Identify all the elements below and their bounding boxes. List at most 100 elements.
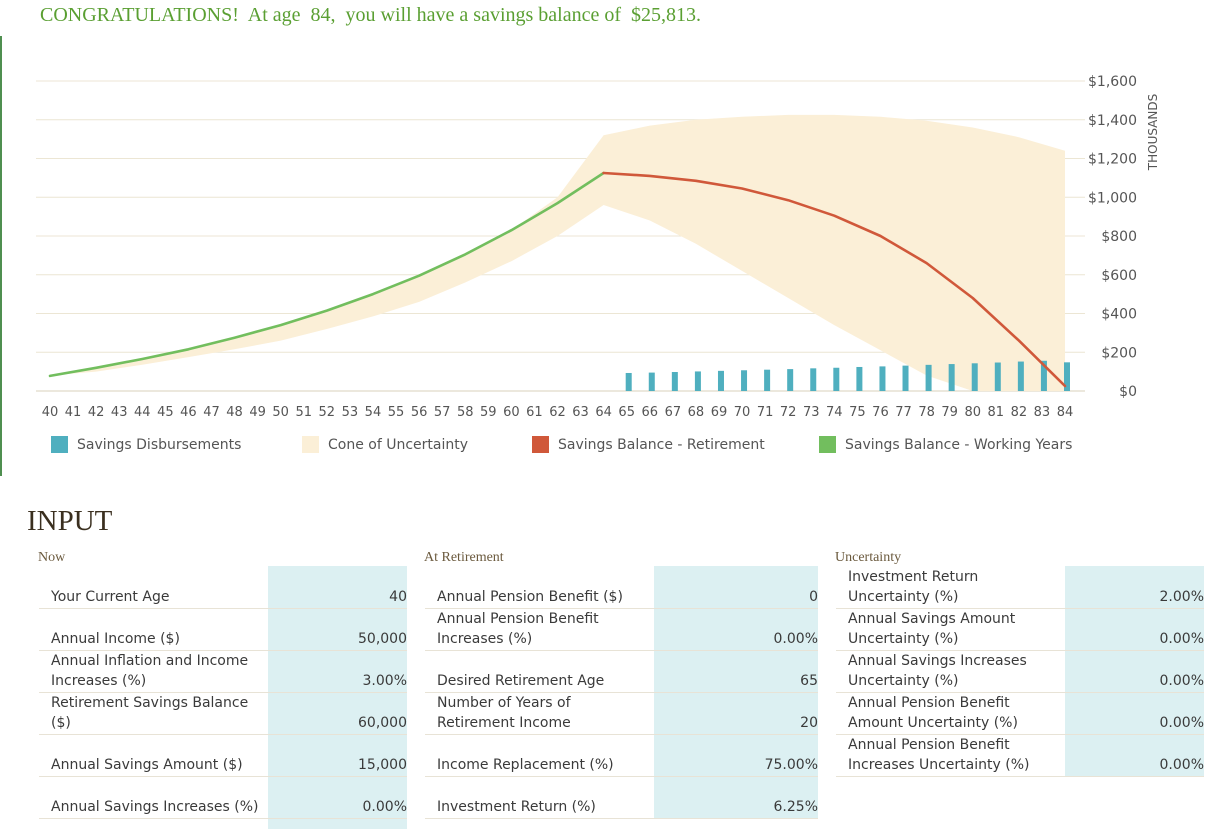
savings-amount-uncertainty-input[interactable]: 0.00%	[1159, 631, 1204, 647]
field-label: Number of Years of Retirement Income	[437, 695, 571, 731]
input-row-return-uncertainty: Investment Return Uncertainty (%) 2.00%	[836, 566, 1204, 609]
current-age-input[interactable]: 40	[389, 589, 407, 605]
x-tick-label: 48	[226, 405, 243, 420]
retirement-balance-line	[602, 171, 1067, 388]
y-tick-label: $0	[1119, 384, 1137, 400]
legend-item-working: Savings Balance - Working Years	[819, 436, 1072, 453]
x-tick-label: 71	[757, 405, 774, 420]
x-tick-label: 72	[780, 405, 797, 420]
savings-chart: 40 41 42 43 44 45 46 47 48 49 50 51 52 53 54 55 56 57 58 59…	[36, 74, 1160, 420]
x-tick-label: 44	[134, 405, 151, 420]
x-tick-label: 82	[1011, 405, 1028, 420]
y-tick-label: $600	[1101, 268, 1137, 284]
savings-increases-uncertainty-input[interactable]: 0.00%	[1159, 673, 1204, 689]
disbursement-bar	[833, 367, 840, 391]
field-label: Annual Pension Benefit Increases Uncerta…	[848, 737, 1030, 773]
years-income-input[interactable]: 20	[800, 715, 818, 731]
legend-label-cone: Cone of Uncertainty	[328, 436, 469, 453]
legend-swatch-working	[819, 436, 836, 453]
investment-return-input[interactable]: 6.25%	[773, 799, 818, 815]
disbursement-bar	[764, 369, 771, 391]
y-axis-title: THOUSANDS	[1146, 94, 1160, 171]
field-label: Annual Inflation and Income Increases (%…	[51, 653, 249, 689]
pension-increases-uncertainty-input[interactable]: 0.00%	[1159, 757, 1204, 773]
field-label: Annual Savings Amount Uncertainty (%)	[848, 611, 1016, 647]
disbursement-bar	[948, 364, 955, 391]
annual-income-input[interactable]: 50,000	[358, 631, 407, 647]
input-row-savings-amount-uncertainty: Annual Savings Amount Uncertainty (%) 0.…	[836, 608, 1204, 651]
x-tick-label: 42	[88, 405, 105, 420]
x-tick-label: 55	[388, 405, 405, 420]
y-tick-label: $1,400	[1088, 113, 1137, 129]
section-heading-now: Now	[38, 550, 66, 565]
return-uncertainty-input[interactable]: 2.00%	[1159, 589, 1204, 605]
field-label: Income Replacement (%)	[437, 757, 614, 773]
x-tick-label: 68	[688, 405, 705, 420]
x-tick-label: 50	[272, 405, 289, 420]
pension-benefit-input[interactable]: 0	[809, 589, 818, 605]
field-label: Annual Savings Increases (%)	[51, 799, 259, 815]
x-tick-label: 79	[941, 405, 958, 420]
y-tick-label: $400	[1101, 307, 1137, 323]
x-tick-label: 66	[641, 405, 658, 420]
field-label: Your Current Age	[51, 589, 170, 605]
savings-amount-input[interactable]: 15,000	[358, 757, 407, 773]
result-banner: CONGRATULATIONS! At age 84, you will hav…	[40, 4, 702, 26]
x-tick-label: 80	[964, 405, 981, 420]
x-tick-label: 41	[65, 405, 82, 420]
disbursement-bar	[925, 364, 932, 391]
x-tick-label: 53	[342, 405, 359, 420]
x-tick-label: 46	[180, 405, 197, 420]
uncertainty-input-column	[1065, 566, 1204, 776]
y-tick-label: $200	[1101, 345, 1137, 361]
x-tick-label: 84	[1057, 405, 1074, 420]
x-tick-label: 54	[365, 405, 382, 420]
disbursement-bar	[971, 363, 978, 391]
field-label: Annual Pension Benefit Amount Uncertaint…	[848, 695, 1018, 731]
x-tick-label: 45	[157, 405, 174, 420]
input-row-annual-income: Annual Income ($) 50,000	[39, 608, 407, 651]
income-replacement-input[interactable]: 75.00%	[764, 757, 818, 773]
disbursement-bar	[717, 370, 724, 391]
x-tick-label: 75	[849, 405, 866, 420]
x-tick-label: 74	[826, 405, 843, 420]
now-input-column	[268, 566, 407, 829]
x-tick-label: 47	[203, 405, 220, 420]
x-tick-label: 67	[665, 405, 682, 420]
x-tick-label: 57	[434, 405, 451, 420]
disbursement-bar	[994, 362, 1001, 391]
x-tick-label: 56	[411, 405, 428, 420]
y-tick-label: $1,600	[1088, 74, 1137, 90]
input-row-income-replacement: Income Replacement (%) 75.00%	[425, 734, 818, 777]
x-tick-label: 69	[711, 405, 728, 420]
x-tick-label: 64	[595, 405, 612, 420]
retirement-age-input[interactable]: 65	[800, 673, 818, 689]
pension-increases-input[interactable]: 0.00%	[773, 631, 818, 647]
x-tick-label: 58	[457, 405, 474, 420]
input-row-pension-amount-uncertainty: Annual Pension Benefit Amount Uncertaint…	[836, 692, 1204, 735]
field-label: Investment Return Uncertainty (%)	[848, 569, 979, 605]
x-tick-label: 49	[249, 405, 266, 420]
savings-balance-input[interactable]: 60,000	[358, 715, 407, 731]
legend-item-disbursements: Savings Disbursements	[51, 436, 241, 453]
x-tick-label: 61	[526, 405, 543, 420]
y-tick-label: $1,000	[1088, 190, 1137, 206]
x-tick-label: 70	[734, 405, 751, 420]
legend-label-retirement: Savings Balance - Retirement	[558, 436, 765, 453]
x-tick-label: 63	[572, 405, 589, 420]
inflation-input[interactable]: 3.00%	[362, 673, 407, 689]
input-row-savings-increases-uncertainty: Annual Savings Increases Uncertainty (%)…	[836, 650, 1204, 693]
disbursement-bar	[741, 370, 748, 391]
x-tick-label: 62	[549, 405, 566, 420]
input-row-current-age: Your Current Age 40	[39, 566, 407, 609]
disbursement-bar	[856, 366, 863, 391]
savings-increases-input[interactable]: 0.00%	[362, 799, 407, 815]
input-row-years-income: Number of Years of Retirement Income 20	[425, 692, 818, 735]
legend-label-working: Savings Balance - Working Years	[845, 436, 1073, 453]
input-title: INPUT	[27, 505, 113, 537]
x-tick-label: 77	[895, 405, 912, 420]
input-row-savings-increases: Annual Savings Increases (%) 0.00%	[39, 776, 407, 819]
pension-amount-uncertainty-input[interactable]: 0.00%	[1159, 715, 1204, 731]
cone-of-uncertainty-band	[50, 114, 1065, 392]
field-label: Annual Income ($)	[51, 631, 180, 647]
